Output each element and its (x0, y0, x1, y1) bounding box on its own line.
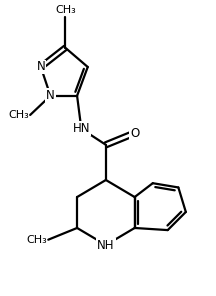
Text: CH₃: CH₃ (27, 235, 47, 245)
Text: CH₃: CH₃ (55, 5, 76, 15)
Text: O: O (130, 127, 139, 140)
Text: HN: HN (73, 122, 90, 135)
Text: CH₃: CH₃ (8, 110, 29, 120)
Text: N: N (46, 89, 55, 102)
Text: NH: NH (97, 239, 115, 252)
Text: N: N (37, 60, 45, 73)
